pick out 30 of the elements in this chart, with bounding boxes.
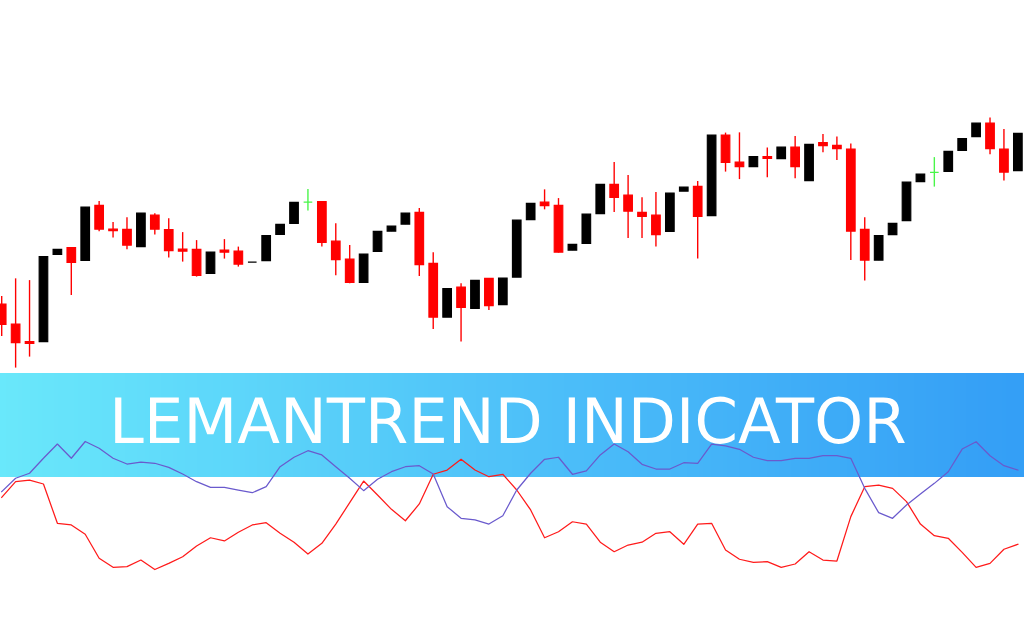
candlestick bbox=[108, 221, 118, 239]
candlestick bbox=[10, 277, 21, 369]
candlestick bbox=[832, 135, 842, 161]
candlestick bbox=[762, 146, 773, 179]
candlestick bbox=[999, 128, 1009, 182]
candlestick bbox=[24, 279, 35, 358]
candlestick bbox=[651, 191, 661, 248]
candlestick bbox=[734, 131, 745, 180]
candlestick bbox=[219, 238, 230, 260]
candlestick bbox=[233, 245, 244, 268]
candlestick bbox=[372, 230, 383, 252]
text: LEMANTREND INDICATOR bbox=[115, 396, 905, 444]
candlestick bbox=[330, 222, 341, 277]
candlestick bbox=[289, 201, 299, 224]
candlestick bbox=[609, 161, 620, 213]
candlestick bbox=[163, 217, 174, 259]
candlestick bbox=[205, 251, 216, 275]
candlestick bbox=[344, 244, 355, 285]
candlestick bbox=[818, 133, 828, 154]
candlestick bbox=[539, 188, 550, 211]
candlestick bbox=[623, 174, 633, 239]
candlestick bbox=[177, 231, 188, 263]
candlestick bbox=[456, 282, 466, 343]
candlestick bbox=[637, 196, 647, 239]
candlestick bbox=[790, 135, 801, 180]
candlestick bbox=[94, 200, 105, 233]
candlestick bbox=[943, 150, 954, 172]
candlestick bbox=[149, 212, 160, 236]
candlestick bbox=[122, 216, 132, 251]
candlestick bbox=[66, 246, 77, 296]
